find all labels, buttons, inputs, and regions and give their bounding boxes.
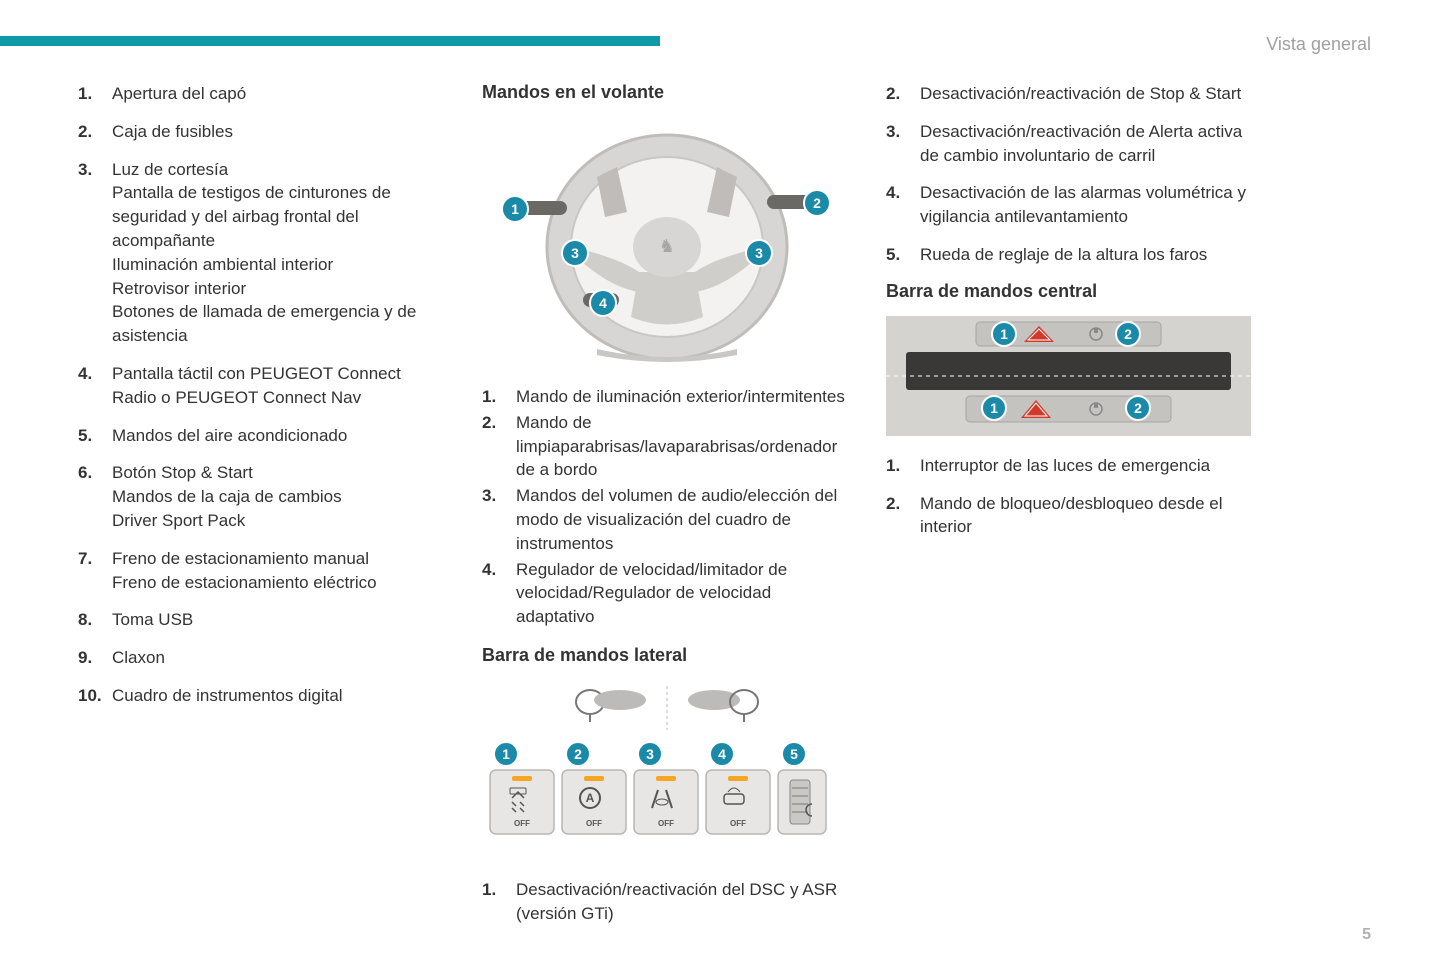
- svg-text:2: 2: [574, 746, 582, 762]
- list-item-line: Mando de bloqueo/desbloqueo desde el int…: [920, 492, 1256, 540]
- list-item: Desactivación/reactivación de Alerta act…: [886, 120, 1256, 168]
- side-bar-list: Desactivación/reactivación del DSC y ASR…: [482, 878, 852, 926]
- svg-text:2: 2: [1124, 326, 1132, 342]
- list-item-line: Iluminación ambiental interior: [112, 253, 448, 277]
- svg-text:4: 4: [718, 746, 726, 762]
- svg-text:A: A: [586, 791, 595, 805]
- steering-wheel-diagram: ♞ 1 2 3 3 4: [482, 117, 852, 367]
- svg-text:3: 3: [755, 245, 763, 261]
- central-bar-list: Interruptor de las luces de emergencia Ma…: [886, 454, 1256, 539]
- list-item-line: Pantalla táctil con PEUGEOT Connect Radi…: [112, 362, 448, 410]
- list-item: Desactivación/reactivación del DSC y ASR…: [482, 878, 852, 926]
- svg-text:5: 5: [790, 746, 798, 762]
- svg-text:OFF: OFF: [658, 819, 674, 828]
- list-item-line: Botones de llamada de emergencia y de as…: [112, 300, 448, 348]
- list-item-line: Freno de estacionamiento manual: [112, 547, 448, 571]
- central-bar-diagram: 1 2 1 2: [886, 316, 1256, 436]
- list-item: Toma USB: [78, 608, 448, 632]
- svg-text:4: 4: [599, 295, 607, 311]
- list-item: Rueda de reglaje de la altura los faros: [886, 243, 1256, 267]
- steering-list: Mando de iluminación exterior/intermiten…: [482, 385, 852, 629]
- list-item: Claxon: [78, 646, 448, 670]
- column-left: Apertura del capó Caja de fusibles Luz de …: [78, 82, 448, 940]
- list-item: Desactivación/reactivación de Stop & Sta…: [886, 82, 1256, 106]
- page-header-label: Vista general: [1266, 34, 1371, 55]
- list-item-line: Claxon: [112, 646, 448, 670]
- section-title-side-bar: Barra de mandos lateral: [482, 645, 852, 666]
- list-item-line: Mandos de la caja de cambios: [112, 485, 448, 509]
- list-item-line: Driver Sport Pack: [112, 509, 448, 533]
- list-item-line: Regulador de velocidad/limitador de velo…: [516, 558, 852, 629]
- list-item-line: Desactivación de las alarmas volumétrica…: [920, 181, 1256, 229]
- svg-text:OFF: OFF: [514, 819, 530, 828]
- list-item-line: Mandos del aire acondicionado: [112, 424, 448, 448]
- list-item-line: Rueda de reglaje de la altura los faros: [920, 243, 1256, 267]
- list-item: Mando de bloqueo/desbloqueo desde el int…: [886, 492, 1256, 540]
- list-item: Caja de fusibles: [78, 120, 448, 144]
- list-item-line: Toma USB: [112, 608, 448, 632]
- svg-text:3: 3: [571, 245, 579, 261]
- list-item-line: Pantalla de testigos de cinturones de se…: [112, 181, 448, 252]
- svg-text:3: 3: [646, 746, 654, 762]
- list-item-line: Freno de estacionamiento eléctrico: [112, 571, 448, 595]
- list-item: Luz de cortesíaPantalla de testigos de c…: [78, 158, 448, 348]
- svg-text:1: 1: [1000, 326, 1008, 342]
- list-item-line: Interruptor de las luces de emergencia: [920, 454, 1256, 478]
- column-middle: Mandos en el volante ♞: [482, 82, 852, 940]
- svg-text:1: 1: [511, 201, 519, 217]
- list-item: Regulador de velocidad/limitador de velo…: [482, 558, 852, 629]
- list-item-line: Botón Stop & Start: [112, 461, 448, 485]
- list-item-line: Caja de fusibles: [112, 120, 448, 144]
- list-item-line: Desactivación/reactivación de Alerta act…: [920, 120, 1256, 168]
- list-item-line: Apertura del capó: [112, 82, 448, 106]
- list-item-line: Retrovisor interior: [112, 277, 448, 301]
- page-content: Apertura del capó Caja de fusibles Luz de …: [78, 82, 1371, 940]
- list-item-line: Luz de cortesía: [112, 158, 448, 182]
- svg-text:2: 2: [813, 195, 821, 211]
- list-item-line: Desactivación/reactivación del DSC y ASR…: [516, 878, 852, 926]
- top-accent-bar: [0, 36, 660, 46]
- section-title-steering: Mandos en el volante: [482, 82, 852, 103]
- svg-text:OFF: OFF: [586, 819, 602, 828]
- column-right: Desactivación/reactivación de Stop & Sta…: [886, 82, 1256, 940]
- list-item: Desactivación de las alarmas volumétrica…: [886, 181, 1256, 229]
- list-item-line: Desactivación/reactivación de Stop & Sta…: [920, 82, 1256, 106]
- list-item-line: Mando de iluminación exterior/intermiten…: [516, 385, 852, 409]
- list-item: Apertura del capó: [78, 82, 448, 106]
- list-item: Mando de limpiaparabrisas/lavaparabrisas…: [482, 411, 852, 482]
- list-item-line: Mando de limpiaparabrisas/lavaparabrisas…: [516, 411, 852, 482]
- list-item: Mando de iluminación exterior/intermiten…: [482, 385, 852, 409]
- list-item: Mandos del volumen de audio/elección del…: [482, 484, 852, 555]
- section-title-central-bar: Barra de mandos central: [886, 281, 1256, 302]
- left-numbered-list: Apertura del capó Caja de fusibles Luz de …: [78, 82, 448, 708]
- list-item: Mandos del aire acondicionado: [78, 424, 448, 448]
- svg-text:1: 1: [990, 400, 998, 416]
- list-item: Cuadro de instrumentos digital: [78, 684, 448, 708]
- svg-text:2: 2: [1134, 400, 1142, 416]
- list-item: Pantalla táctil con PEUGEOT Connect Radi…: [78, 362, 448, 410]
- list-item: Botón Stop & StartMandos de la caja de c…: [78, 461, 448, 532]
- list-item-line: Cuadro de instrumentos digital: [112, 684, 448, 708]
- list-item: Freno de estacionamiento manualFreno de …: [78, 547, 448, 595]
- side-control-bar-diagram: OFF 1 A OFF 2 OFF 3 OFF 4 5: [482, 680, 852, 860]
- svg-text:OFF: OFF: [730, 819, 746, 828]
- svg-text:♞: ♞: [659, 236, 675, 256]
- list-item-line: Mandos del volumen de audio/elección del…: [516, 484, 852, 555]
- right-continued-list: Desactivación/reactivación de Stop & Sta…: [886, 82, 1256, 267]
- svg-text:1: 1: [502, 746, 510, 762]
- list-item: Interruptor de las luces de emergencia: [886, 454, 1256, 478]
